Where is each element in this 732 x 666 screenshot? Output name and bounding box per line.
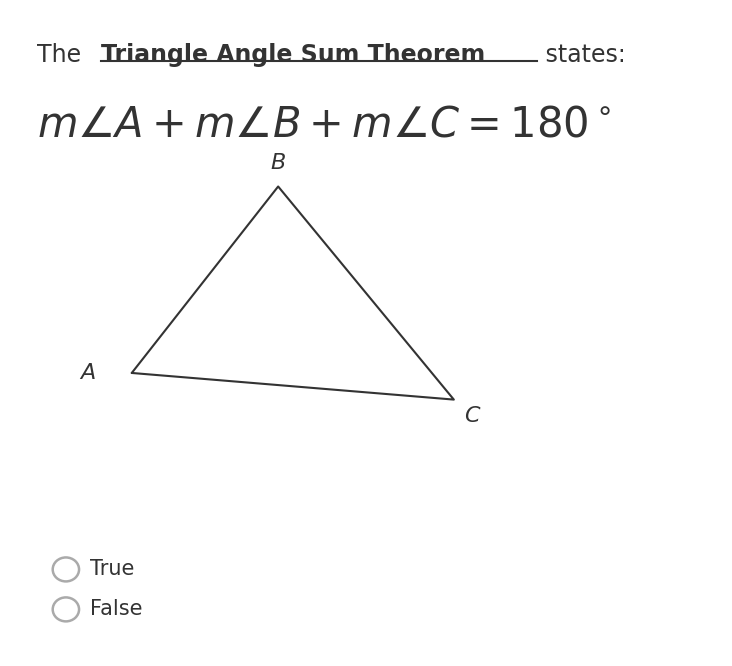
- Text: Triangle Angle Sum Theorem: Triangle Angle Sum Theorem: [101, 43, 485, 67]
- Text: C: C: [464, 406, 480, 426]
- Text: B: B: [271, 153, 285, 173]
- Text: The: The: [37, 43, 89, 67]
- Text: $m\angle A + m\angle B + m\angle C = 180^\circ$: $m\angle A + m\angle B + m\angle C = 180…: [37, 103, 610, 145]
- Text: False: False: [90, 599, 143, 619]
- Text: True: True: [90, 559, 135, 579]
- Text: states:: states:: [538, 43, 626, 67]
- Text: A: A: [81, 363, 95, 383]
